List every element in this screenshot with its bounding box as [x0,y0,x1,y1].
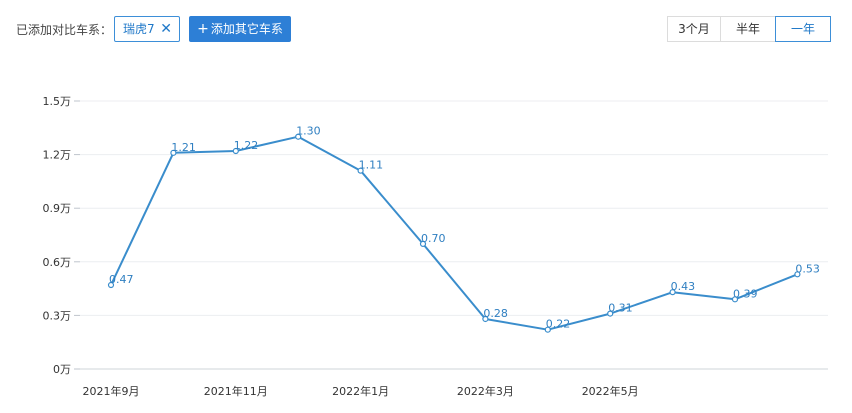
selected-series-label: 瑞虎7 [123,22,155,36]
x-tick-label-4: 2022年5月 [582,384,639,398]
data-point-4 [357,167,364,174]
x-tick-label-2: 2022年1月 [332,384,389,398]
add-series-button[interactable]: + 添加其它车系 [189,16,291,42]
data-point-1 [170,149,177,156]
data-label-2: 1.22 [234,139,258,152]
x-tick-label-3: 2022年3月 [457,384,514,398]
range-3-months-button[interactable]: 3个月 [667,16,721,42]
data-point-10 [731,296,739,303]
sales-line-chart: 0万 0.3万 0.6万 0.9万 1.2万 1.5万 2021年9月 2021年11月 202… [43,95,828,398]
data-label-3: 1.30 [296,125,321,138]
data-label-1: 1.21 [171,141,196,154]
data-label-7: 0.22 [546,318,571,331]
selected-series-chip[interactable]: 瑞虎7 ✕ [114,16,180,42]
close-icon[interactable]: ✕ [160,21,172,37]
y-tick-label-2: 0.6万 [43,256,72,269]
x-tick-label-0: 2021年9月 [83,384,140,398]
data-label-4: 1.11 [359,159,384,172]
data-point-2 [232,147,239,155]
y-tick-label-3: 0.9万 [43,202,72,215]
data-point-9 [669,289,676,296]
data-label-10: 0.39 [733,287,758,300]
data-label-6: 0.28 [483,307,508,320]
time-range-selector: 3个月 半年 一年 [667,16,831,42]
data-label-0: 0.47 [109,273,134,286]
data-point-11 [794,271,801,278]
data-label-9: 0.43 [671,280,696,293]
compare-label: 已添加对比车系： [16,23,113,37]
data-label-11: 0.53 [795,262,820,275]
data-point-6 [482,315,489,323]
plus-icon: + [197,21,209,37]
range-one-year-button[interactable]: 一年 [775,16,831,42]
series-line [110,135,798,331]
data-point-7 [544,326,551,333]
y-tick-label-5: 1.5万 [43,95,72,108]
add-series-label: 添加其它车系 [210,22,283,36]
data-point-8 [607,310,614,317]
y-tick-label-4: 1.2万 [43,149,72,162]
y-tick-label-1: 0.3万 [43,309,72,322]
data-label-8: 0.31 [608,302,633,315]
data-point-5 [419,240,427,248]
data-label-5: 0.70 [421,232,446,245]
data-point-0 [107,281,115,289]
range-half-year-button[interactable]: 半年 [720,16,776,42]
y-tick-label-0: 0万 [53,363,71,376]
data-point-3 [295,133,302,140]
toolbar: 已添加对比车系： 瑞虎7 ✕ + 添加其它车系 3个月 半年 一年 [0,0,852,60]
x-tick-label-1: 2021年11月 [204,384,268,398]
